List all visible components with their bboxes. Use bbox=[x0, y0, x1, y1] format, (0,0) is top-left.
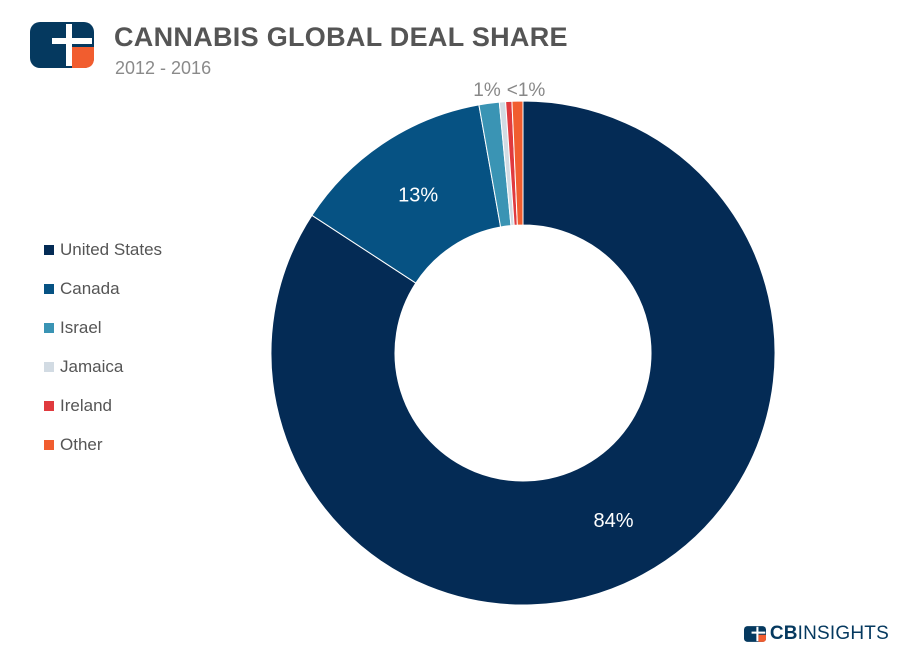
legend-swatch bbox=[44, 322, 54, 333]
legend-swatch bbox=[44, 361, 54, 372]
legend-label: Jamaica bbox=[60, 356, 124, 376]
legend-item-jamaica[interactable]: Jamaica bbox=[44, 347, 162, 386]
legend: United States Canada Israel Jamaica Irel… bbox=[44, 230, 162, 464]
legend-label: Ireland bbox=[60, 395, 112, 415]
brand-wordmark: CBINSIGHTS bbox=[770, 623, 889, 645]
brand-footer: CBINSIGHTS bbox=[743, 623, 889, 645]
slice-label: 13% bbox=[398, 185, 438, 207]
outer-annotation: 1% bbox=[473, 80, 501, 101]
outer-annotation: <1% bbox=[507, 80, 546, 101]
legend-swatch bbox=[44, 283, 54, 294]
legend-label: Canada bbox=[60, 278, 120, 298]
slice-label: 84% bbox=[593, 510, 633, 532]
legend-swatch bbox=[44, 400, 54, 411]
cbinsights-logo-icon bbox=[743, 626, 766, 642]
legend-label: Israel bbox=[60, 317, 102, 337]
legend-label: Other bbox=[60, 434, 103, 454]
legend-item-other[interactable]: Other bbox=[44, 425, 162, 464]
legend-item-united-states[interactable]: United States bbox=[44, 230, 162, 269]
cbinsights-logo-icon bbox=[30, 22, 94, 73]
brand-bold: CB bbox=[769, 623, 798, 644]
chart-subtitle: 2012 - 2016 bbox=[115, 58, 212, 78]
legend-swatch bbox=[44, 244, 54, 255]
legend-label: United States bbox=[60, 239, 163, 259]
slice-other[interactable] bbox=[511, 100, 524, 226]
slice-united-states[interactable] bbox=[270, 100, 776, 606]
brand-rest: INSIGHTS bbox=[797, 623, 889, 644]
legend-item-ireland[interactable]: Ireland bbox=[44, 386, 162, 425]
legend-item-israel[interactable]: Israel bbox=[44, 308, 162, 347]
legend-swatch bbox=[44, 439, 54, 450]
chart-title: CANNABIS GLOBAL DEAL SHARE bbox=[114, 22, 568, 52]
legend-item-canada[interactable]: Canada bbox=[44, 269, 162, 308]
